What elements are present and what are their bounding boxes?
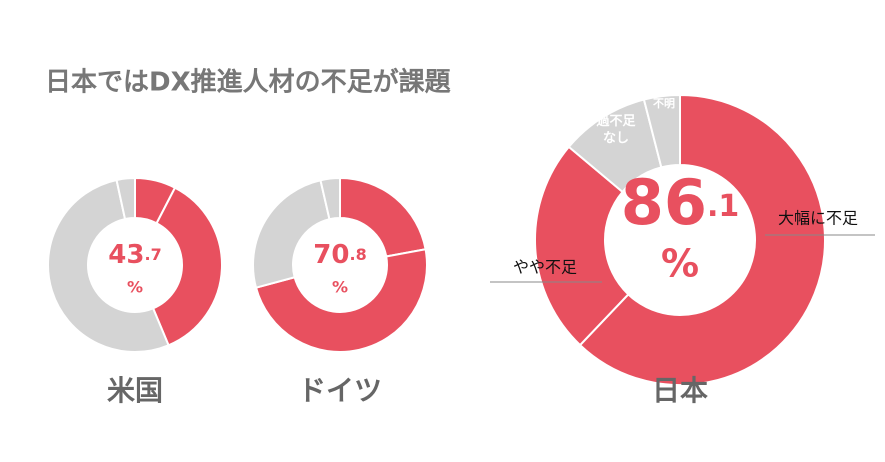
- donut-title: ドイツ: [298, 374, 382, 407]
- page-title: 日本ではDX推進人材の不足が課題: [45, 67, 452, 98]
- donut-segment: [578, 93, 826, 386]
- segment-label: 大幅に不足: [778, 209, 858, 228]
- donut-segment: [254, 248, 428, 353]
- segment-label: やや不足: [513, 258, 577, 277]
- donut-segment: [642, 93, 681, 169]
- segment-label: 過不足なし: [595, 113, 636, 146]
- segment-label: 不明: [653, 97, 675, 110]
- donut-segment: [252, 179, 331, 289]
- donut-segment: [47, 178, 170, 353]
- center-unit: %: [127, 278, 143, 297]
- donut-segment: [319, 176, 341, 221]
- center-value: 86.1: [621, 166, 740, 239]
- center-unit: %: [332, 278, 348, 297]
- donut-title: 米国: [107, 374, 163, 407]
- center-unit: %: [661, 242, 699, 286]
- center-value: 70.8: [313, 240, 366, 270]
- donut-title: 日本: [652, 374, 708, 407]
- donut-segment: [151, 186, 223, 347]
- center-value: 43.7: [108, 240, 161, 270]
- donut-segment: [115, 176, 136, 221]
- donut-segment: [534, 145, 630, 347]
